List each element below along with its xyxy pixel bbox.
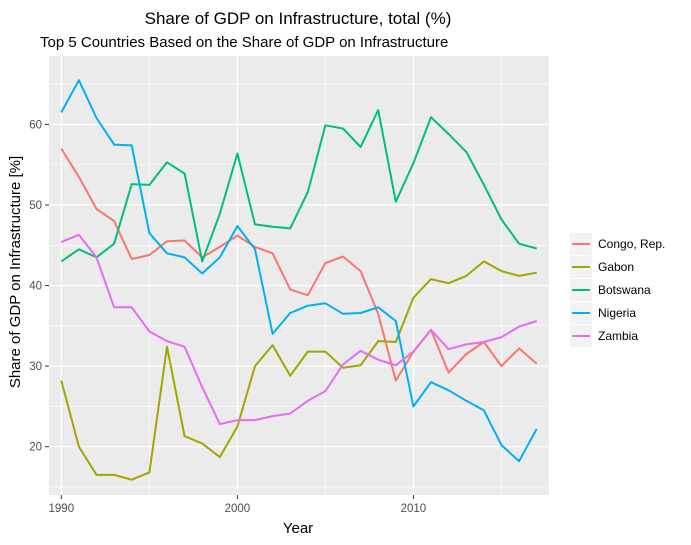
legend: Congo, Rep. Gabon Botswana Nigeria Zambia	[570, 233, 665, 347]
y-axis: 20 30 40 50 60	[29, 119, 49, 454]
legend-label: Nigeria	[598, 306, 636, 320]
legend-item: Zambia	[570, 325, 638, 347]
x-tick-label: 2010	[401, 503, 427, 515]
legend-label: Zambia	[598, 329, 638, 343]
x-axis-title: Year	[283, 520, 313, 537]
series-lines	[60, 79, 538, 481]
chart-title: Share of GDP on Infrastructure, total (%…	[145, 9, 452, 28]
gridlines	[49, 56, 549, 495]
y-tick-label: 50	[29, 200, 42, 212]
series-line-zambia	[60, 233, 538, 426]
legend-label: Botswana	[598, 283, 651, 297]
legend-item: Congo, Rep.	[570, 233, 665, 255]
chart-subtitle: Top 5 Countries Based on the Share of GD…	[40, 34, 448, 51]
legend-label: Gabon	[598, 260, 634, 274]
legend-item: Botswana	[570, 279, 651, 301]
series-line-gabon	[60, 260, 537, 481]
y-tick-label: 20	[29, 442, 42, 454]
x-axis: 1990 2000 2010	[49, 495, 427, 515]
legend-label: Congo, Rep.	[598, 237, 665, 251]
series-line-congo-rep	[60, 148, 538, 382]
legend-item: Gabon	[570, 256, 634, 278]
plot-panel	[49, 56, 549, 495]
x-tick-label: 2000	[225, 503, 251, 515]
y-tick-label: 60	[29, 119, 42, 131]
legend-item: Nigeria	[570, 302, 636, 324]
x-tick-label: 1990	[49, 503, 75, 515]
y-tick-label: 40	[29, 281, 42, 293]
y-tick-label: 30	[29, 361, 42, 373]
series-line-nigeria	[60, 79, 538, 463]
y-axis-title: Share of GDP on Infrastructure [%]	[7, 156, 24, 388]
